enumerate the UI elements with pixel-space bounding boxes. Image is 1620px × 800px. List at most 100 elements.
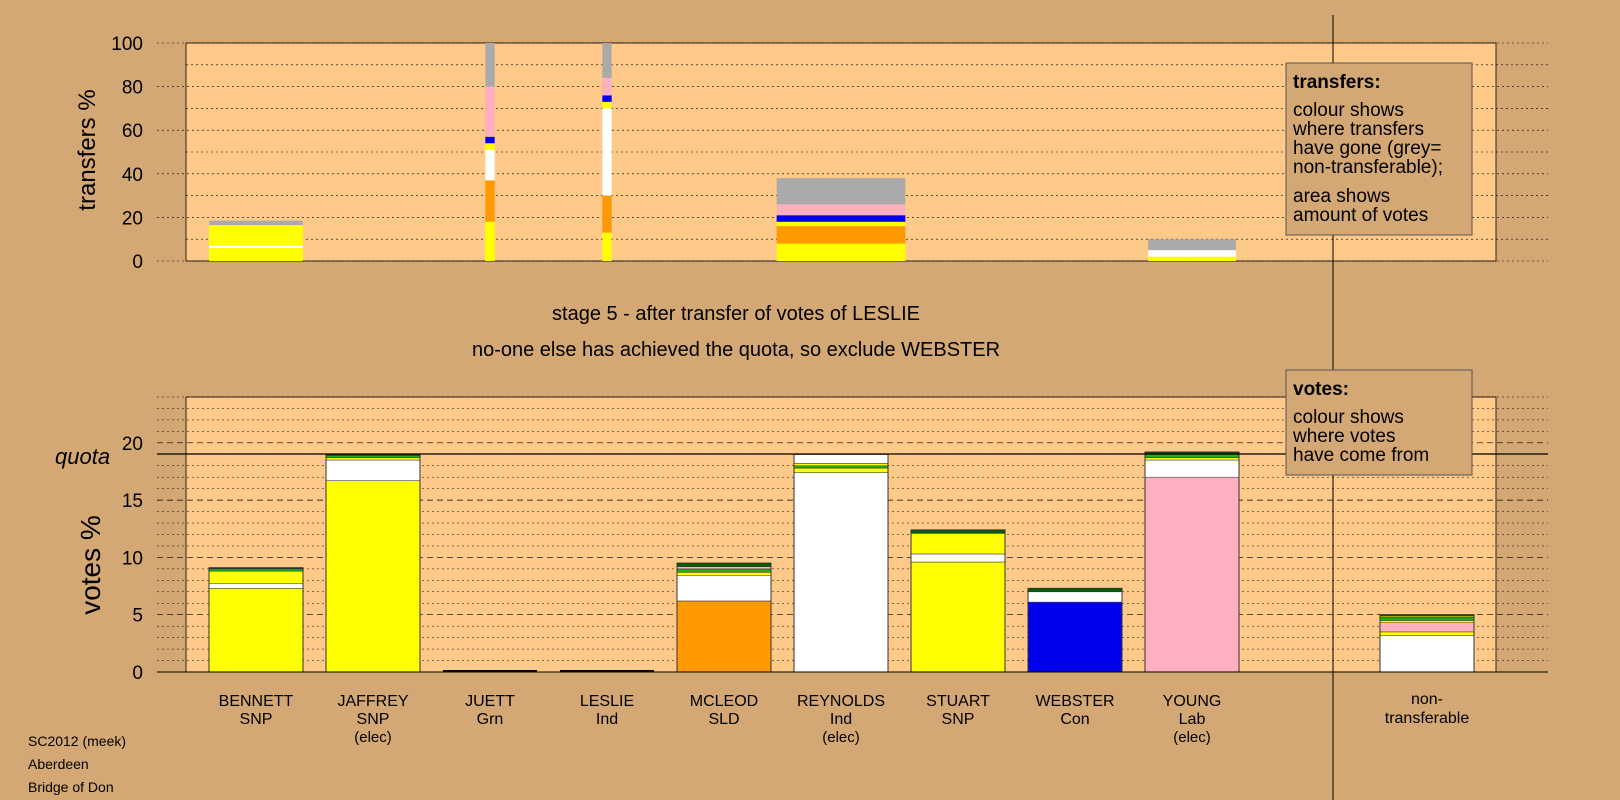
vote-segment [910, 533, 1006, 555]
vote-segment [676, 575, 772, 602]
votes-y-label: votes % [75, 515, 106, 615]
transfer-segment [602, 95, 612, 102]
transfer-segment [776, 221, 906, 227]
candidate-label: LESLIE [580, 693, 634, 710]
y-tick-label: 40 [122, 165, 143, 186]
vote-segment [1379, 622, 1475, 633]
y-tick-label: 10 [122, 548, 143, 569]
candidate-label: (elec) [822, 729, 860, 746]
transfer-segment [209, 247, 303, 261]
vote-segment [1379, 616, 1475, 621]
vote-segment [1379, 620, 1475, 623]
transfer-segment [485, 43, 495, 87]
vote-segment [793, 467, 889, 473]
vote-segment [325, 457, 421, 461]
vote-segment [325, 459, 421, 481]
transfer-segment [1148, 256, 1236, 261]
candidate-label: JUETT [465, 693, 515, 710]
nontransferable-label: non- [1411, 691, 1443, 708]
candidate-label: JAFFREY [337, 693, 408, 710]
transfer-segment [776, 178, 906, 205]
transfer-segment [485, 143, 495, 150]
transfer-segment [776, 204, 906, 216]
candidate-label: WEBSTER [1035, 693, 1114, 710]
nontransferable-label: transferable [1385, 710, 1470, 727]
vote-segment [793, 472, 889, 673]
vote-segment [325, 480, 421, 673]
y-tick-label: 0 [132, 663, 143, 684]
votes-legend-line: have come from [1293, 445, 1429, 466]
transfers-legend-line: where transfers [1292, 119, 1424, 140]
vote-segment [1027, 588, 1123, 593]
transfers-bars [209, 43, 1236, 261]
vote-segment [793, 463, 889, 467]
vote-segment [910, 561, 1006, 673]
y-tick-label: 0 [132, 252, 143, 273]
candidate-label: (elec) [354, 729, 392, 746]
transfer-segment [485, 136, 495, 144]
transfers-legend-line: have gone (grey= [1293, 138, 1441, 159]
vote-segment [793, 454, 889, 464]
vote-segment [1144, 457, 1240, 461]
transfer-segment [602, 232, 612, 261]
y-tick-label: 15 [122, 491, 143, 512]
transfers-y-label: transfers % [74, 89, 101, 210]
vote-segment [793, 465, 889, 469]
transfer-segment [485, 86, 495, 137]
transfer-segment [602, 108, 612, 196]
candidate-label: Ind [596, 711, 618, 728]
vote-segment [208, 583, 304, 589]
vote-segment [676, 572, 772, 576]
vote-segment [1027, 591, 1123, 603]
votes-legend-line: where votes [1292, 426, 1395, 447]
transfers-legend: transfers: colour shows where transfers … [1285, 62, 1473, 236]
candidate-label: BENNETT [219, 693, 294, 710]
candidate-label: Lab [1179, 711, 1206, 728]
vote-segment [910, 553, 1006, 563]
y-tick-label: 20 [122, 434, 143, 455]
votes-legend-title: votes: [1293, 379, 1349, 400]
votes-bars [208, 451, 1475, 673]
footer-method: SC2012 (meek) [28, 733, 126, 749]
vote-segment [1379, 635, 1475, 673]
transfer-segment [485, 221, 495, 261]
transfers-y-ticks: 0 20 40 60 80 100 [111, 34, 143, 273]
vote-segment [1144, 476, 1240, 673]
transfer-segment [209, 220, 303, 226]
stage-exclusion-text: no-one else has achieved the quota, so e… [472, 339, 1000, 361]
transfers-legend-title: transfers: [1293, 72, 1381, 93]
candidate-label: SLD [708, 711, 739, 728]
vote-segment [676, 562, 772, 567]
vote-segment [208, 568, 304, 572]
candidate-label: Ind [830, 711, 852, 728]
transfer-segment [602, 77, 612, 96]
candidate-label: REYNOLDS [797, 693, 885, 710]
candidate-label: Con [1060, 711, 1089, 728]
quota-label: quota [55, 444, 110, 469]
transfer-segment [602, 43, 612, 78]
transfer-segment [602, 101, 612, 109]
y-tick-label: 80 [122, 78, 143, 99]
transfers-legend-line: non-transferable); [1293, 157, 1443, 178]
vote-segment [208, 588, 304, 673]
vote-segment [1027, 601, 1123, 673]
vote-segment [676, 600, 772, 673]
vote-segment [1144, 459, 1240, 478]
vote-segment [910, 529, 1006, 534]
footer-council: Aberdeen [28, 756, 89, 772]
transfer-segment [1148, 250, 1236, 257]
transfers-legend-line: amount of votes [1293, 205, 1428, 226]
stage-text: stage 5 - after transfer of votes of LES… [552, 303, 920, 325]
candidate-label: STUART [926, 693, 990, 710]
y-tick-label: 60 [122, 121, 143, 142]
transfer-segment [209, 225, 303, 246]
candidate-label: MCLEOD [690, 693, 758, 710]
transfers-legend-line: area shows [1293, 186, 1390, 207]
vote-segment [1379, 631, 1475, 636]
y-tick-label: 20 [122, 208, 143, 229]
transfer-segment [485, 149, 495, 181]
transfer-segment [602, 195, 612, 233]
transfers-legend-line: colour shows [1293, 100, 1404, 121]
transfer-segment [776, 215, 906, 222]
